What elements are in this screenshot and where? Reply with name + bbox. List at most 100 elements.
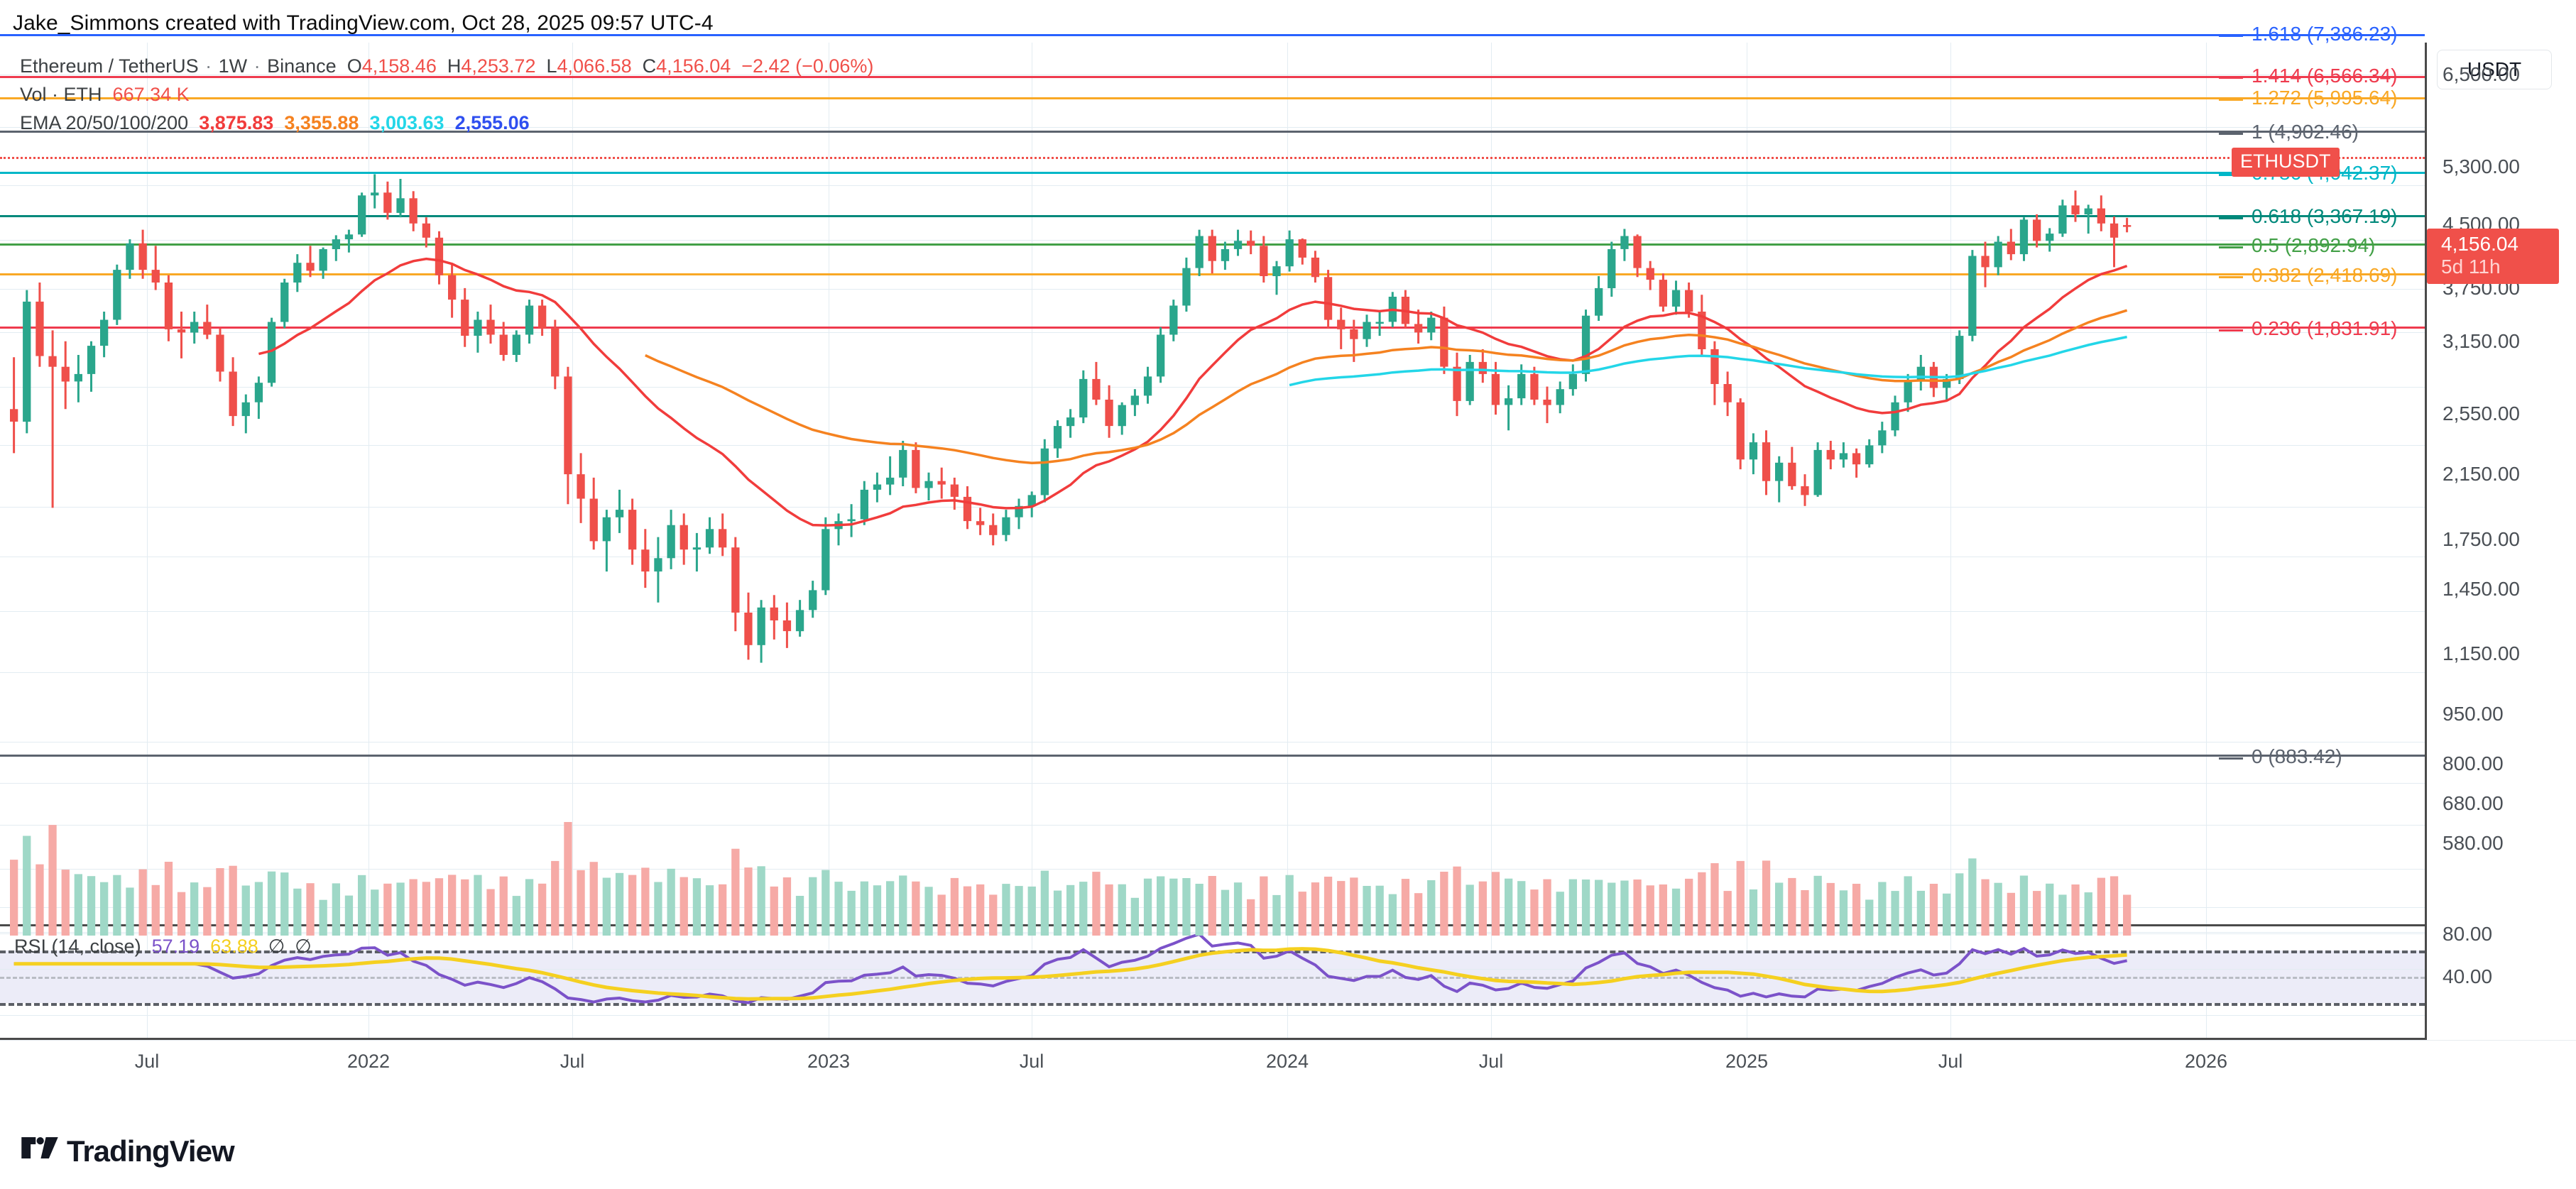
price-tick: 6,500.00 bbox=[2443, 63, 2520, 85]
fib-line-0236 bbox=[0, 327, 2425, 329]
time-tick: 2026 bbox=[2184, 1051, 2228, 1072]
gridline-vertical bbox=[1950, 43, 1951, 1040]
ohlc-o-key: O bbox=[346, 55, 362, 77]
gridline-horizontal bbox=[0, 783, 2425, 784]
ema-label: EMA 20/50/100/200 bbox=[20, 112, 189, 133]
price-tick: 1,750.00 bbox=[2443, 528, 2520, 550]
tradingview-mark-icon bbox=[21, 1137, 58, 1158]
fib-label-0382: 0.382 (2,418.69) bbox=[2219, 264, 2398, 287]
candlestick-series bbox=[10, 174, 2132, 936]
price-tick: 800.00 bbox=[2443, 752, 2504, 774]
ticker-tag: ETHUSDT bbox=[2232, 148, 2340, 177]
gridline-horizontal bbox=[0, 387, 2425, 388]
time-tick: Jul bbox=[560, 1051, 585, 1072]
rsi-tick: 40.00 bbox=[2443, 965, 2493, 987]
gridline-vertical bbox=[1491, 43, 1492, 1040]
ohlc-o-value: 4,158.46 bbox=[361, 55, 437, 77]
fib-line-1272 bbox=[0, 97, 2425, 99]
price-tick: 2,550.00 bbox=[2443, 402, 2520, 424]
rsi-title: RSI (14, close) bbox=[14, 936, 141, 957]
gridline-vertical bbox=[572, 43, 573, 1040]
gridline-vertical bbox=[1287, 43, 1288, 1040]
ohlc-c-key: C bbox=[642, 55, 657, 77]
ema200-value: 2,555.06 bbox=[454, 112, 530, 133]
ema20-value: 3,875.83 bbox=[199, 112, 274, 133]
fib-line-0382 bbox=[0, 273, 2425, 275]
price-tick: 2,150.00 bbox=[2443, 463, 2520, 485]
rsi-ma-value: 63.88 bbox=[210, 936, 258, 957]
ohlc-c-value: 4,156.04 bbox=[656, 55, 731, 77]
rsi-empty-slot-2: ∅ bbox=[295, 936, 312, 957]
gridline-horizontal bbox=[0, 332, 2425, 333]
tradingview-wordmark: TradingView bbox=[67, 1134, 235, 1168]
time-tick: 2025 bbox=[1725, 1051, 1769, 1072]
volume-legend[interactable]: Vol · ETH 667.34 K bbox=[20, 84, 190, 106]
gridline-horizontal bbox=[0, 742, 2425, 743]
fib-swatch bbox=[2219, 246, 2243, 248]
fib-label-1272: 1.272 (5,995.64) bbox=[2219, 87, 2398, 109]
tradingview-logo[interactable]: TradingView bbox=[21, 1134, 235, 1168]
time-axis[interactable]: Jul 2022 Jul 2023 Jul 2024 Jul 2025 Jul … bbox=[0, 1040, 2576, 1097]
fib-swatch bbox=[2219, 174, 2243, 176]
price-tick: 3,150.00 bbox=[2443, 330, 2520, 352]
price-tick: 5,300.00 bbox=[2443, 155, 2520, 177]
gridline-horizontal bbox=[0, 825, 2425, 826]
time-tick: Jul bbox=[134, 1051, 160, 1072]
symbol-legend[interactable]: Ethereum / TetherUS · 1W · Binance O4,15… bbox=[20, 55, 874, 77]
exchange-label[interactable]: Binance bbox=[267, 55, 337, 77]
fib-label-0618: 0.618 (3,367.19) bbox=[2219, 205, 2398, 228]
rsi-tick: 80.00 bbox=[2443, 923, 2493, 945]
gridline-vertical bbox=[2206, 43, 2207, 1040]
rsi-series bbox=[13, 932, 2128, 1004]
rsi-oversold-line bbox=[0, 1003, 2425, 1006]
gridline-horizontal bbox=[0, 127, 2425, 128]
gridline-horizontal bbox=[0, 969, 2425, 970]
price-tick: 950.00 bbox=[2443, 703, 2504, 725]
current-price-line bbox=[0, 157, 2425, 159]
interval-label[interactable]: 1W bbox=[218, 55, 248, 77]
price-tick: 1,150.00 bbox=[2443, 642, 2520, 664]
fib-swatch bbox=[2219, 133, 2243, 135]
rsi-value: 57.19 bbox=[151, 936, 200, 957]
fib-line-1618 bbox=[0, 34, 2425, 36]
gridline-horizontal bbox=[0, 869, 2425, 870]
current-price-value: 4,156.04 bbox=[2441, 233, 2518, 255]
gridline-horizontal bbox=[0, 672, 2425, 673]
fib-swatch bbox=[2219, 35, 2243, 37]
time-tick: 2024 bbox=[1265, 1051, 1309, 1072]
fib-line-0 bbox=[0, 755, 2425, 757]
fib-line-1414 bbox=[0, 76, 2425, 78]
bar-countdown: 5d 11h bbox=[2441, 256, 2501, 278]
price-tick: 580.00 bbox=[2443, 832, 2504, 854]
ohlc-l-value: 4,066.58 bbox=[557, 55, 632, 77]
gridline-vertical bbox=[147, 43, 148, 1040]
ema-legend[interactable]: EMA 20/50/100/200 3,875.83 3,355.88 3,00… bbox=[20, 112, 530, 134]
ohlc-l-key: L bbox=[546, 55, 557, 77]
time-tick: 2023 bbox=[807, 1051, 851, 1072]
fib-swatch bbox=[2219, 757, 2243, 760]
ohlc-h-key: H bbox=[447, 55, 462, 77]
volume-label: Vol · ETH bbox=[20, 84, 102, 105]
pane-separator bbox=[0, 1038, 2425, 1040]
price-axis[interactable]: USDT 6,500.00 5,300.00 4,500.00 3,750.00… bbox=[2425, 43, 2576, 1040]
rsi-middle-line bbox=[0, 977, 2425, 979]
rsi-legend[interactable]: RSI (14, close) 57.19 63.88 ∅ ∅ bbox=[14, 936, 312, 958]
price-chart-panel[interactable]: ETHUSDT bbox=[0, 34, 2425, 1040]
rsi-empty-slot-1: ∅ bbox=[268, 936, 285, 957]
currency-chip[interactable]: USDT bbox=[2437, 50, 2552, 89]
fib-label-05: 0.5 (2,892.94) bbox=[2219, 234, 2375, 257]
fib-label-0: 0 (883.42) bbox=[2219, 745, 2342, 768]
time-tick: Jul bbox=[1938, 1051, 1963, 1072]
time-tick: Jul bbox=[1019, 1051, 1044, 1072]
fib-swatch bbox=[2219, 217, 2243, 219]
volume-value: 667.34 K bbox=[112, 84, 190, 105]
fib-label-0236: 0.236 (1,831.91) bbox=[2219, 317, 2398, 340]
attribution-text: Jake_Simmons created with TradingView.co… bbox=[13, 11, 714, 35]
gridline-horizontal bbox=[0, 611, 2425, 612]
ohlc-h-value: 4,253.72 bbox=[461, 55, 536, 77]
fib-swatch bbox=[2219, 276, 2243, 278]
fib-line-0618 bbox=[0, 215, 2425, 217]
gridline-horizontal bbox=[0, 185, 2425, 186]
symbol-name[interactable]: Ethereum / TetherUS bbox=[20, 55, 199, 77]
